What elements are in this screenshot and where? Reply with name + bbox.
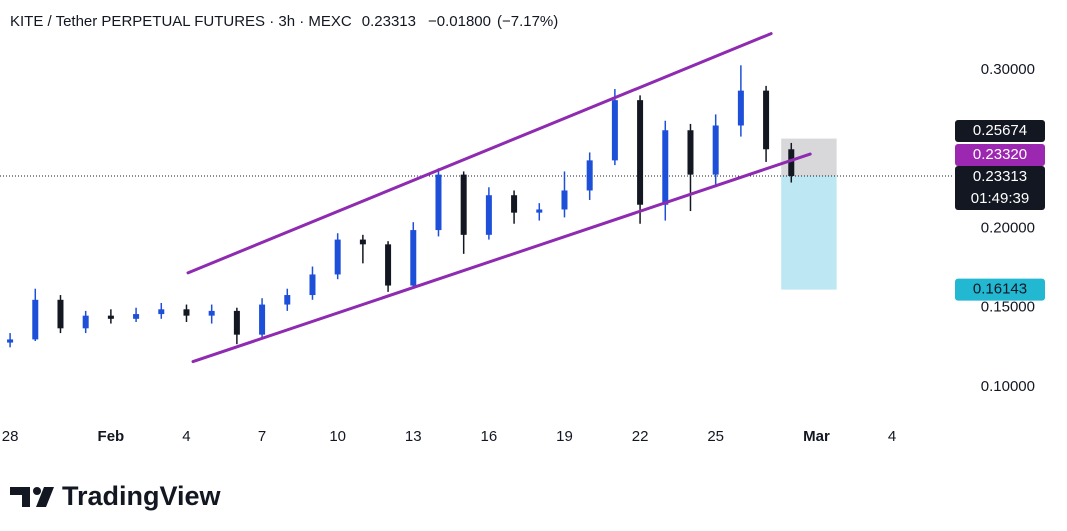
y-tick-label: 0.30000 [981,61,1035,78]
candle-body [737,90,744,126]
x-tick-label: 16 [481,428,498,445]
logo-text: TradingView [62,481,222,511]
countdown: 01:49:39 [971,190,1029,207]
candle-body [133,314,140,319]
candle-body [410,230,417,286]
candle-body [763,90,770,150]
price-tag-bg [955,278,1045,301]
candle-body [107,315,114,319]
logo-icon [36,487,54,507]
price-tag-bg [955,165,1045,210]
y-tick-label: 0.15000 [981,299,1035,316]
x-tick-label: 13 [405,428,422,445]
candle-body [460,174,467,235]
candle-body [561,190,568,210]
x-tick-label: 22 [632,428,649,445]
price-change-pct: (−7.17%) [497,13,558,30]
candle-body [82,315,89,329]
price-change: −0.01800 [428,13,491,30]
last-price: 0.23313 [362,13,416,30]
candle-body [334,239,341,275]
candle-body [511,195,518,213]
price-tag-bg [955,143,1045,166]
candle-body [309,274,316,296]
x-tick-label: 19 [556,428,573,445]
logo-icon [10,487,30,507]
candle-body [385,244,392,286]
y-tick-label: 0.20000 [981,219,1035,236]
x-tick-label: 10 [329,428,346,445]
candle-body [662,130,669,205]
target-zone [781,175,837,290]
channel-line [191,152,812,364]
y-tick-label: 0.10000 [981,378,1035,395]
price-tag-bg [955,119,1045,142]
candle-body [208,310,215,316]
x-tick-label: 4 [888,428,896,445]
candle-body [788,149,795,176]
x-tick-label: Feb [98,428,125,445]
candle-body [536,209,543,213]
price-tag-label: 0.23320 [973,146,1027,163]
x-tick-label: 4 [182,428,190,445]
candle-body [435,174,442,231]
candle-body [284,295,291,305]
candle-body [57,299,64,329]
x-tick-label: 7 [258,428,266,445]
candle-body [485,195,492,235]
x-tick-label: 25 [707,428,724,445]
candle-body [611,100,618,161]
chart-title: KITE / Tether PERPETUAL FUTURES · 3h · M… [10,13,352,30]
candle-body [359,239,366,245]
candle-body [233,310,240,335]
price-tag-label: 0.16143 [973,281,1027,298]
candle-body [183,309,190,316]
logo-icon [33,487,41,495]
x-tick-label: Mar [803,428,830,445]
price-tag-label: 0.25674 [973,122,1027,139]
candle-body [7,339,14,343]
candle-body [32,299,39,340]
candle-body [158,309,165,315]
candle-body [259,304,266,335]
candle-body [637,100,644,205]
price-tag-label: 0.23313 [973,168,1027,185]
candle-body [712,125,719,175]
x-tick-label: 28 [2,428,19,445]
channel-line [186,32,773,275]
logo: TradingView [10,481,222,511]
candle-body [586,160,593,191]
candle-body [687,130,694,175]
